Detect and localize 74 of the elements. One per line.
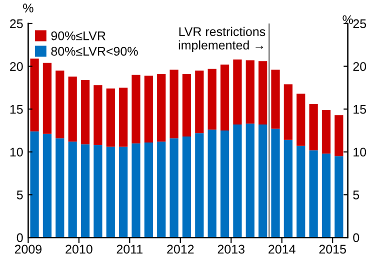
y2-tick-label: 10 [354,148,366,157]
bar [258,124,268,238]
y-tick-label: 25 [10,19,23,28]
x-tick-label: 2009 [14,244,42,254]
y-tick-label: 20 [10,62,23,71]
legend-label: 80%≤LVR<90% [51,46,138,56]
y2-tick-label: 25 [353,19,366,28]
bar [132,143,140,238]
bar [258,61,268,125]
x-tick-label: 2015 [319,244,346,254]
y2-axis-title: % [342,15,353,24]
bar [233,124,242,238]
ref-line-label: LVR restrictions implemented → [178,26,266,52]
bar [170,70,178,138]
x-tick-label: 2014 [268,244,296,254]
y-tick-label: 5 [16,190,23,200]
bar [132,74,140,144]
y2-tick-label: 15 [354,105,366,114]
bar [296,94,306,146]
y-tick-label: 15 [10,105,23,114]
y-axis-title: % [23,4,34,12]
bar [334,156,344,238]
bar [157,142,166,238]
bar [195,70,204,134]
y2-tick-label: 5 [353,190,360,200]
x-tick-label: 2012 [167,244,194,254]
bar [220,130,230,238]
bar [195,133,204,238]
bar [220,64,230,130]
bar [271,128,280,238]
bar [68,76,77,142]
bar [322,110,331,154]
x-tick-label: 2013 [218,244,244,254]
bar [334,115,344,156]
bar [296,146,306,238]
bar [182,74,192,136]
bar [144,142,153,238]
bar [309,150,318,238]
bar [246,124,254,238]
bar [322,154,331,238]
legend-label: 90%≤LVR [51,31,106,40]
bar [68,142,77,238]
bar [106,146,115,238]
bar [182,136,192,238]
y2-tick-label: 0 [353,233,360,242]
bar [284,140,293,238]
bar [106,88,115,147]
bar [94,85,102,146]
bar [80,144,90,238]
bar [56,138,64,238]
bar [42,62,52,134]
x-tick-label: 2011 [116,244,142,254]
bar [42,134,52,238]
bar [233,59,242,125]
bar [144,76,153,142]
bar [157,74,166,142]
bar [94,145,102,238]
y-tick-label: 0 [16,233,23,242]
bar [80,80,90,144]
y-tick-label: 10 [10,148,23,157]
bar [30,131,39,238]
bar [119,88,128,147]
bar [208,68,216,130]
bar [119,146,128,238]
bar [271,70,280,129]
bar [246,60,254,124]
bar [30,58,39,132]
bar [170,138,178,238]
bar [309,104,318,150]
bar [56,70,64,138]
bar [208,130,216,238]
y2-tick-label: 20 [353,62,366,71]
bar [284,84,293,140]
x-tick-label: 2010 [66,244,92,254]
